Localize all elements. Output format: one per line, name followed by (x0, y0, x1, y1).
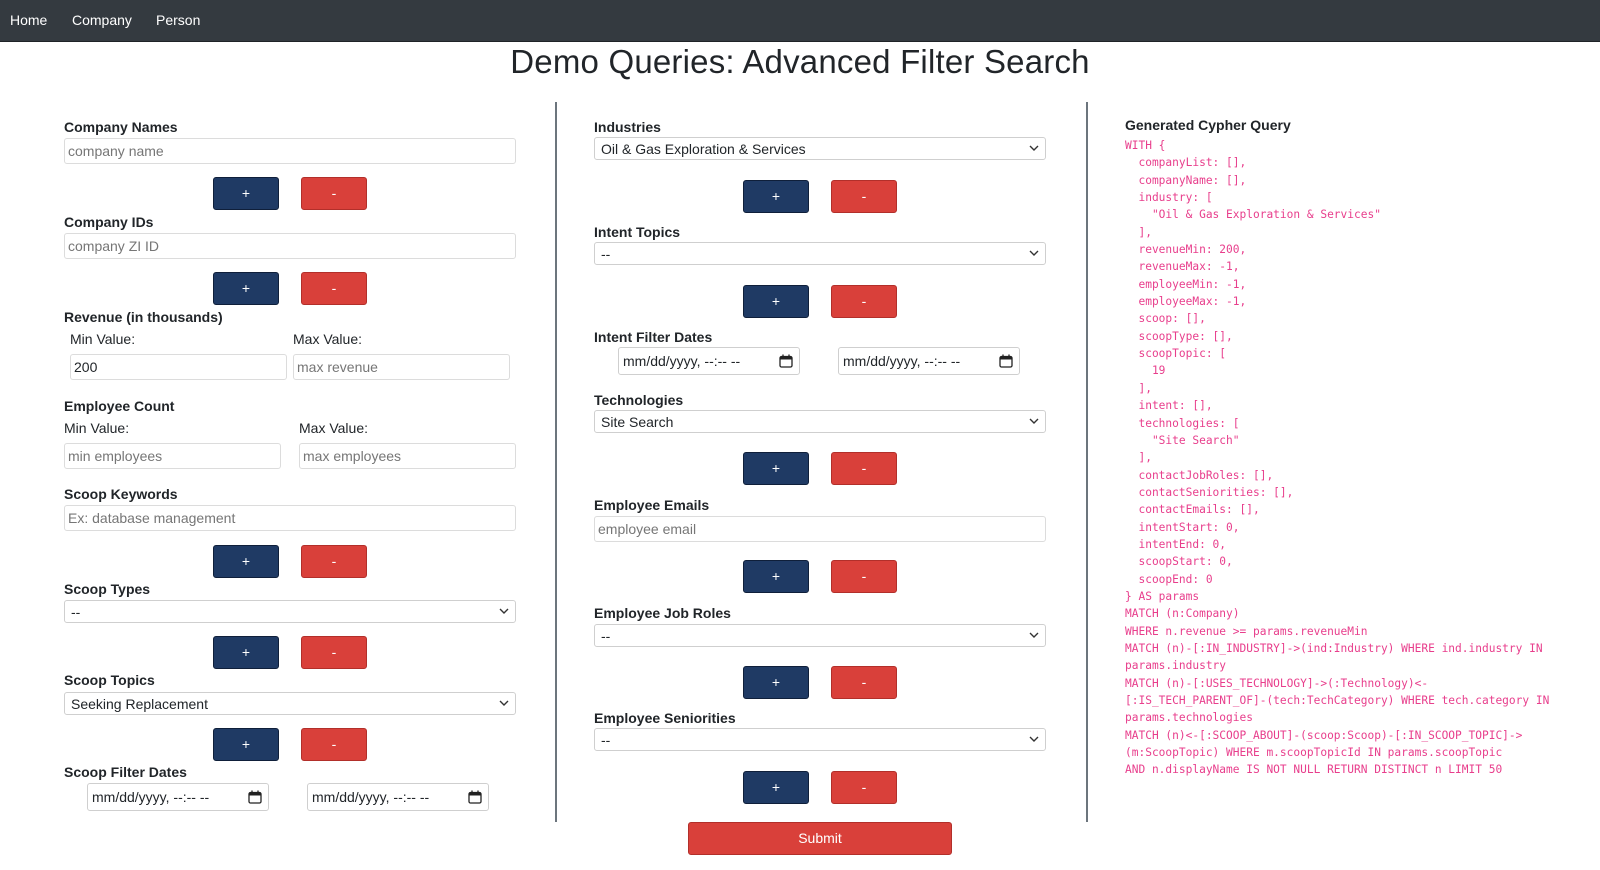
add-industry-button[interactable]: + (743, 180, 809, 213)
chevron-down-icon (1029, 145, 1039, 151)
employee-min-label: Min Value: (64, 420, 130, 436)
query-title: Generated Cypher Query (1125, 117, 1291, 133)
remove-job-role-button[interactable]: - (831, 666, 897, 699)
scoop-topics-label: Scoop Topics (64, 672, 155, 688)
calendar-icon[interactable] (779, 354, 793, 368)
technologies-label: Technologies (594, 392, 684, 408)
remove-company-name-button[interactable]: - (301, 177, 367, 210)
chevron-down-icon (1029, 736, 1039, 742)
remove-company-id-button[interactable]: - (301, 272, 367, 305)
add-employee-email-button[interactable]: + (743, 560, 809, 593)
add-seniority-button[interactable]: + (743, 771, 809, 804)
remove-seniority-button[interactable]: - (831, 771, 897, 804)
intent-topics-label: Intent Topics (594, 224, 681, 240)
intent-start-date-value: mm/dd/yyyy, --:-- -- (623, 353, 741, 369)
remove-industry-button[interactable]: - (831, 180, 897, 213)
add-scoop-type-button[interactable]: + (213, 636, 279, 669)
remove-scoop-topic-button[interactable]: - (301, 728, 367, 761)
nav-company-link[interactable]: Company (72, 12, 132, 28)
revenue-max-label: Max Value: (293, 331, 362, 347)
remove-scoop-type-button[interactable]: - (301, 636, 367, 669)
add-scoop-keyword-button[interactable]: + (213, 545, 279, 578)
scoop-filter-dates-label: Scoop Filter Dates (64, 764, 187, 780)
scoop-start-date-input[interactable]: mm/dd/yyyy, --:-- -- (87, 783, 269, 811)
scoop-types-label: Scoop Types (64, 581, 151, 597)
scoop-topics-select[interactable]: Seeking Replacement (64, 692, 516, 715)
employee-min-input[interactable] (64, 443, 281, 469)
intent-topics-select[interactable]: -- (594, 242, 1046, 265)
add-job-role-button[interactable]: + (743, 666, 809, 699)
scoop-keywords-input[interactable] (64, 505, 516, 531)
revenue-min-label: Min Value: (70, 331, 136, 347)
intent-start-date-input[interactable]: mm/dd/yyyy, --:-- -- (618, 347, 800, 375)
technologies-selected: Site Search (601, 414, 674, 430)
revenue-max-input[interactable] (293, 354, 510, 380)
industries-selected: Oil & Gas Exploration & Services (601, 141, 806, 157)
intent-filter-dates-label: Intent Filter Dates (594, 329, 713, 345)
remove-scoop-keyword-button[interactable]: - (301, 545, 367, 578)
remove-intent-topic-button[interactable]: - (831, 285, 897, 318)
company-id-input[interactable] (64, 233, 516, 259)
calendar-icon[interactable] (999, 354, 1013, 368)
employee-job-roles-selected: -- (601, 628, 611, 644)
technologies-select[interactable]: Site Search (594, 410, 1046, 433)
industries-select[interactable]: Oil & Gas Exploration & Services (594, 137, 1046, 160)
employee-emails-label: Employee Emails (594, 497, 710, 513)
scoop-end-date-value: mm/dd/yyyy, --:-- -- (312, 789, 430, 805)
calendar-icon[interactable] (248, 790, 262, 804)
nav-home-link[interactable]: Home (10, 12, 48, 28)
employee-max-label: Max Value: (299, 420, 368, 436)
chevron-down-icon (1029, 418, 1039, 424)
industries-label: Industries (594, 119, 661, 135)
revenue-label: Revenue (in thousands) (64, 309, 223, 325)
employee-seniorities-label: Employee Seniorities (594, 710, 736, 726)
employee-seniorities-selected: -- (601, 732, 611, 748)
employee-max-input[interactable] (299, 443, 516, 469)
cypher-query-text: WITH { companyList: [], companyName: [],… (1125, 139, 1550, 777)
nav-person-link[interactable]: Person (156, 12, 201, 28)
company-names-label: Company Names (64, 119, 178, 135)
scoop-types-selected: -- (71, 604, 81, 620)
employee-email-input[interactable] (594, 516, 1046, 542)
column-divider-right (1086, 102, 1088, 822)
intent-end-date-input[interactable]: mm/dd/yyyy, --:-- -- (838, 347, 1020, 375)
scoop-types-select[interactable]: -- (64, 600, 516, 623)
chevron-down-icon (499, 608, 509, 614)
chevron-down-icon (499, 700, 509, 706)
employee-job-roles-label: Employee Job Roles (594, 605, 731, 621)
scoop-keywords-label: Scoop Keywords (64, 486, 178, 502)
add-scoop-topic-button[interactable]: + (213, 728, 279, 761)
remove-employee-email-button[interactable]: - (831, 560, 897, 593)
scoop-end-date-input[interactable]: mm/dd/yyyy, --:-- -- (307, 783, 489, 811)
navbar: Home Company Person (0, 0, 1600, 42)
add-intent-topic-button[interactable]: + (743, 285, 809, 318)
company-ids-label: Company IDs (64, 214, 154, 230)
employee-job-roles-select[interactable]: -- (594, 624, 1046, 647)
calendar-icon[interactable] (468, 790, 482, 804)
remove-technology-button[interactable]: - (831, 452, 897, 485)
column-divider-left (555, 102, 557, 822)
page-title: Demo Queries: Advanced Filter Search (510, 43, 1090, 80)
chevron-down-icon (1029, 250, 1039, 256)
submit-button[interactable]: Submit (688, 822, 952, 855)
scoop-topics-selected: Seeking Replacement (71, 696, 208, 712)
employee-count-label: Employee Count (64, 398, 175, 414)
chevron-down-icon (1029, 632, 1039, 638)
employee-seniorities-select[interactable]: -- (594, 728, 1046, 751)
add-technology-button[interactable]: + (743, 452, 809, 485)
intent-end-date-value: mm/dd/yyyy, --:-- -- (843, 353, 961, 369)
add-company-id-button[interactable]: + (213, 272, 279, 305)
intent-topics-selected: -- (601, 246, 611, 262)
revenue-min-input[interactable] (70, 354, 287, 380)
company-name-input[interactable] (64, 138, 516, 164)
add-company-name-button[interactable]: + (213, 177, 279, 210)
scoop-start-date-value: mm/dd/yyyy, --:-- -- (92, 789, 210, 805)
